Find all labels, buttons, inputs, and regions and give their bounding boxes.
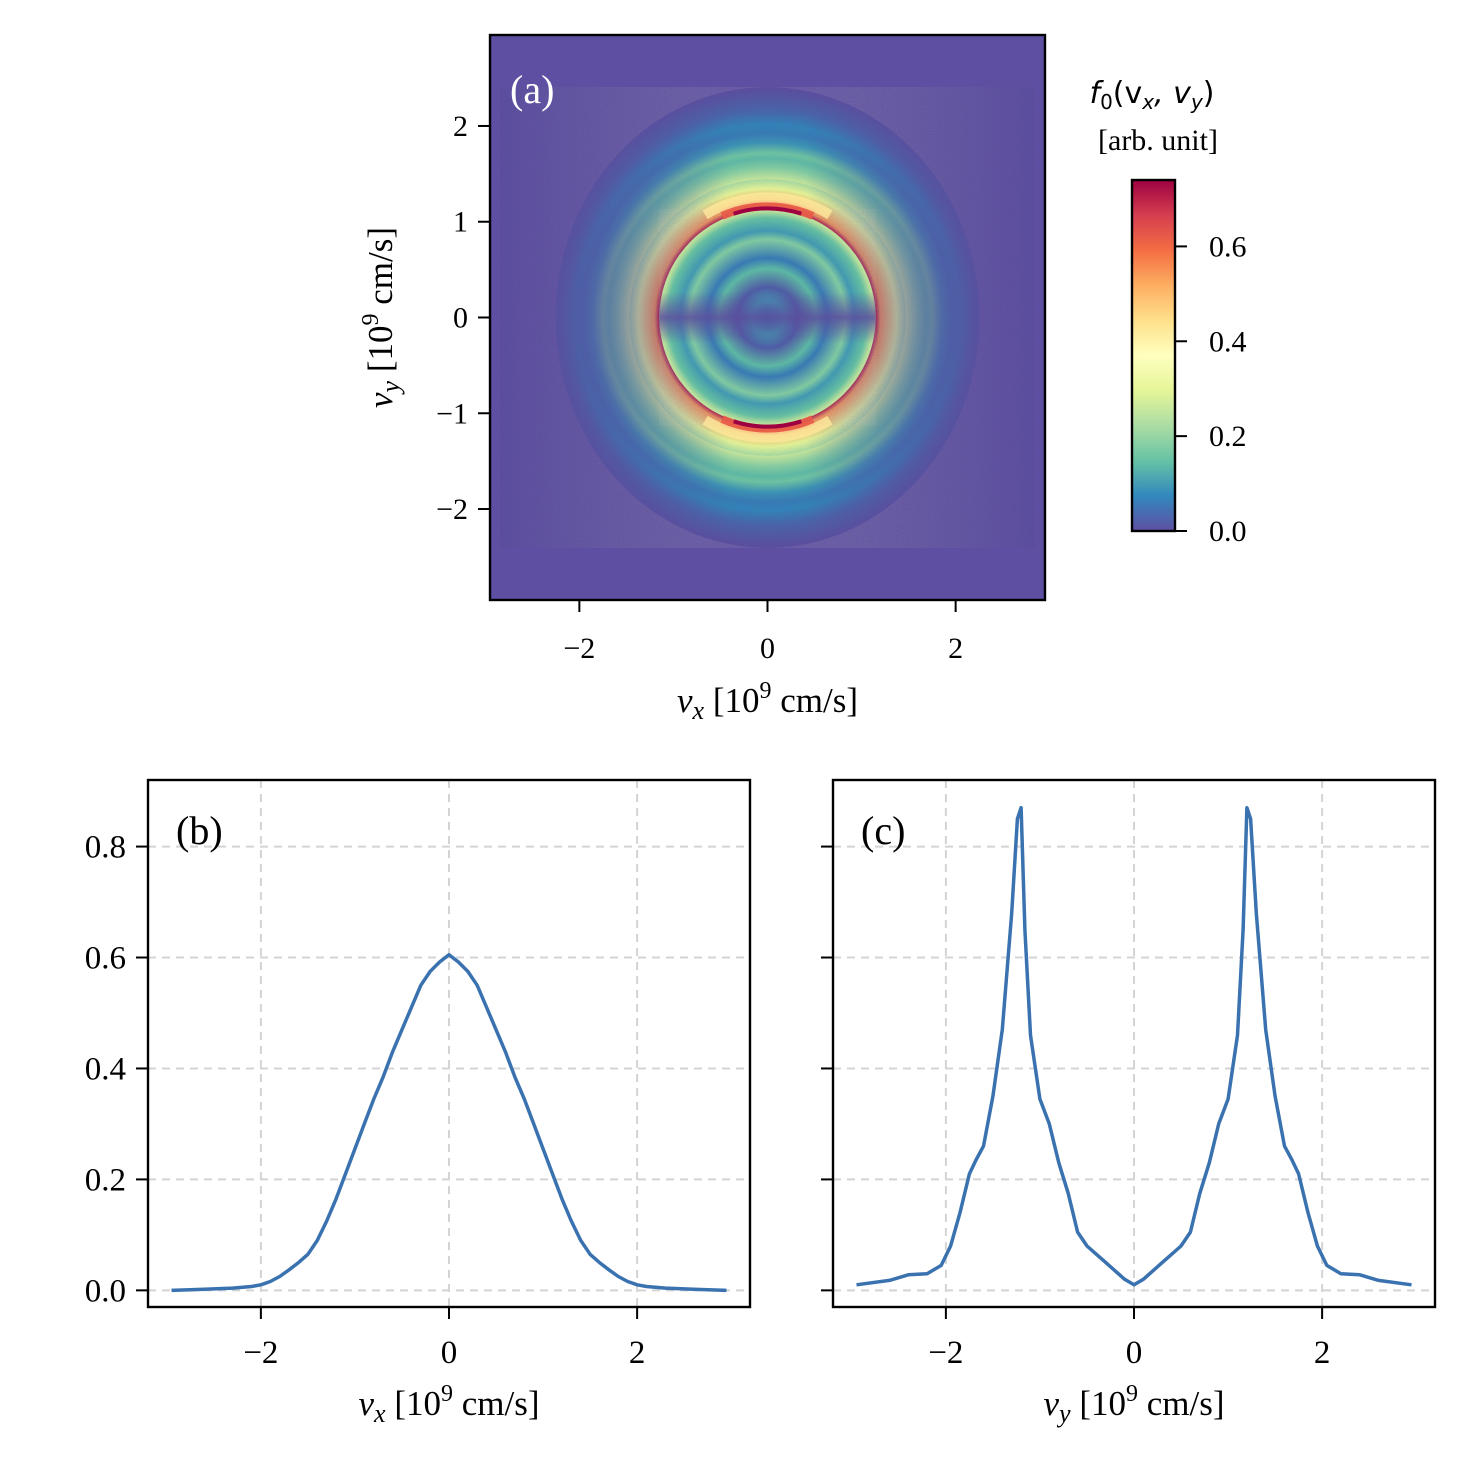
edge-arc-glow	[702, 192, 833, 220]
b-x-tail: cm/s]	[453, 1384, 540, 1423]
edge-arc-outer	[719, 200, 816, 220]
colorbar-tick-label: 0.6	[1209, 230, 1247, 263]
colorbar-bar	[1130, 178, 1177, 533]
cb-sub: 0	[1100, 90, 1113, 114]
cb-close: )	[1203, 76, 1215, 111]
colorbar-tick-label: 0.4	[1209, 325, 1247, 358]
cb-args-y: y	[1190, 90, 1204, 114]
x-tick-label: −2	[928, 1335, 963, 1371]
axes-b: −2 0 2 0.0 0.2 0.4 0.6 0.8	[85, 830, 646, 1371]
x-label-var: v	[677, 681, 693, 720]
frame-b	[146, 778, 752, 1309]
x-label-tail: cm/s]	[771, 681, 858, 720]
x-label-unit: [10	[704, 681, 759, 720]
edge-arc-outer	[719, 415, 816, 435]
edge-arc-peak	[733, 206, 802, 216]
heatmap-axes: −2 0 2 −2 −1 0 1 2	[436, 110, 963, 665]
cb-args-x: x	[1141, 90, 1154, 114]
y-tick-label: 0.6	[85, 941, 126, 977]
inner-band	[659, 209, 875, 425]
y-label-var: v	[361, 392, 400, 408]
b-x-sub: x	[373, 1399, 386, 1428]
x-tick-label: 0	[441, 1335, 458, 1371]
x-tick-label: 2	[1314, 1335, 1331, 1371]
y-tick-label: 2	[453, 110, 468, 143]
colorbar-ticks: 0.0 0.2 0.4 0.6	[1175, 230, 1247, 548]
c-x-tail: cm/s]	[1138, 1384, 1225, 1423]
b-x-exp: 9	[441, 1381, 453, 1407]
colorbar: f0(vx, vy) [arb. unit] 0.0 0.2 0.4 0.6	[1090, 76, 1247, 548]
c-x-sub: y	[1056, 1399, 1071, 1428]
x-axis-label-c: vy [109 cm/s]	[1043, 1381, 1224, 1428]
y-tick-label: 1	[453, 206, 468, 239]
c-x-var: v	[1043, 1384, 1059, 1423]
series-line-b	[171, 952, 727, 1293]
b-x-unit: [10	[386, 1384, 441, 1423]
y-tick-label: −1	[436, 397, 468, 430]
line-panel-c: −2 0 2 (c) vy [109 cm/s]	[821, 778, 1437, 1428]
c-x-exp: 9	[1126, 1381, 1138, 1407]
x-tick-label: 2	[948, 632, 963, 665]
grid-c	[833, 780, 1435, 1307]
cb-sep: , v	[1154, 76, 1192, 111]
heatmap-y-axis-label: vy [109 cm/s]	[358, 227, 405, 408]
y-label-unit: [10	[361, 326, 400, 381]
x-tick-label: 0	[760, 632, 775, 665]
y-tick-label: −2	[436, 493, 468, 526]
grid-b	[148, 780, 750, 1307]
colorbar-tick-label: 0.0	[1209, 515, 1247, 548]
c-x-unit: [10	[1071, 1384, 1126, 1423]
edge-arc-peak	[733, 419, 802, 429]
y-tick-label: 0.4	[85, 1051, 126, 1087]
frame-c	[831, 778, 1437, 1309]
colorbar-title: f0(vx, vy)	[1090, 76, 1215, 114]
y-tick-label: 0	[453, 302, 468, 335]
x-label-exp: 9	[759, 678, 771, 704]
heatmap-x-axis-label: vx [109 cm/s]	[677, 678, 858, 725]
x-axis-label-b: vx [109 cm/s]	[358, 1381, 539, 1428]
x-label-sub: x	[692, 696, 705, 725]
series-line-c	[856, 805, 1412, 1287]
x-tick-label: 0	[1126, 1335, 1143, 1371]
inner-disk	[659, 209, 876, 426]
colorbar-tick-label: 0.2	[1209, 420, 1247, 453]
y-tick-label: 0.2	[85, 1162, 126, 1198]
side-fade	[499, 87, 1036, 548]
b-x-var: v	[358, 1384, 374, 1423]
x-tick-label: −2	[563, 632, 595, 665]
y-tick-label: 0.0	[85, 1273, 126, 1309]
line-panel-b: −2 0 2 0.0 0.2 0.4 0.6 0.8 (b) vx [109 cm/s]	[85, 778, 752, 1428]
y-label-exp: 9	[358, 314, 384, 326]
panel-label-c: (c)	[861, 808, 905, 853]
axes-c: −2 0 2	[821, 845, 1331, 1371]
panel-label-a: (a)	[510, 67, 554, 112]
x-tick-label: 2	[629, 1335, 646, 1371]
x-tick-label: −2	[243, 1335, 278, 1371]
edge-arcs	[702, 192, 833, 443]
panel-label-b: (b)	[176, 808, 223, 853]
colorbar-unit: [arb. unit]	[1098, 124, 1218, 157]
heatmap-image	[490, 35, 1045, 600]
y-tick-label: 0.8	[85, 830, 126, 866]
y-label-sub: y	[376, 380, 405, 395]
y-label-tail: cm/s]	[361, 227, 400, 314]
edge-arc-glow	[702, 415, 833, 443]
cb-args: (v	[1113, 76, 1142, 111]
